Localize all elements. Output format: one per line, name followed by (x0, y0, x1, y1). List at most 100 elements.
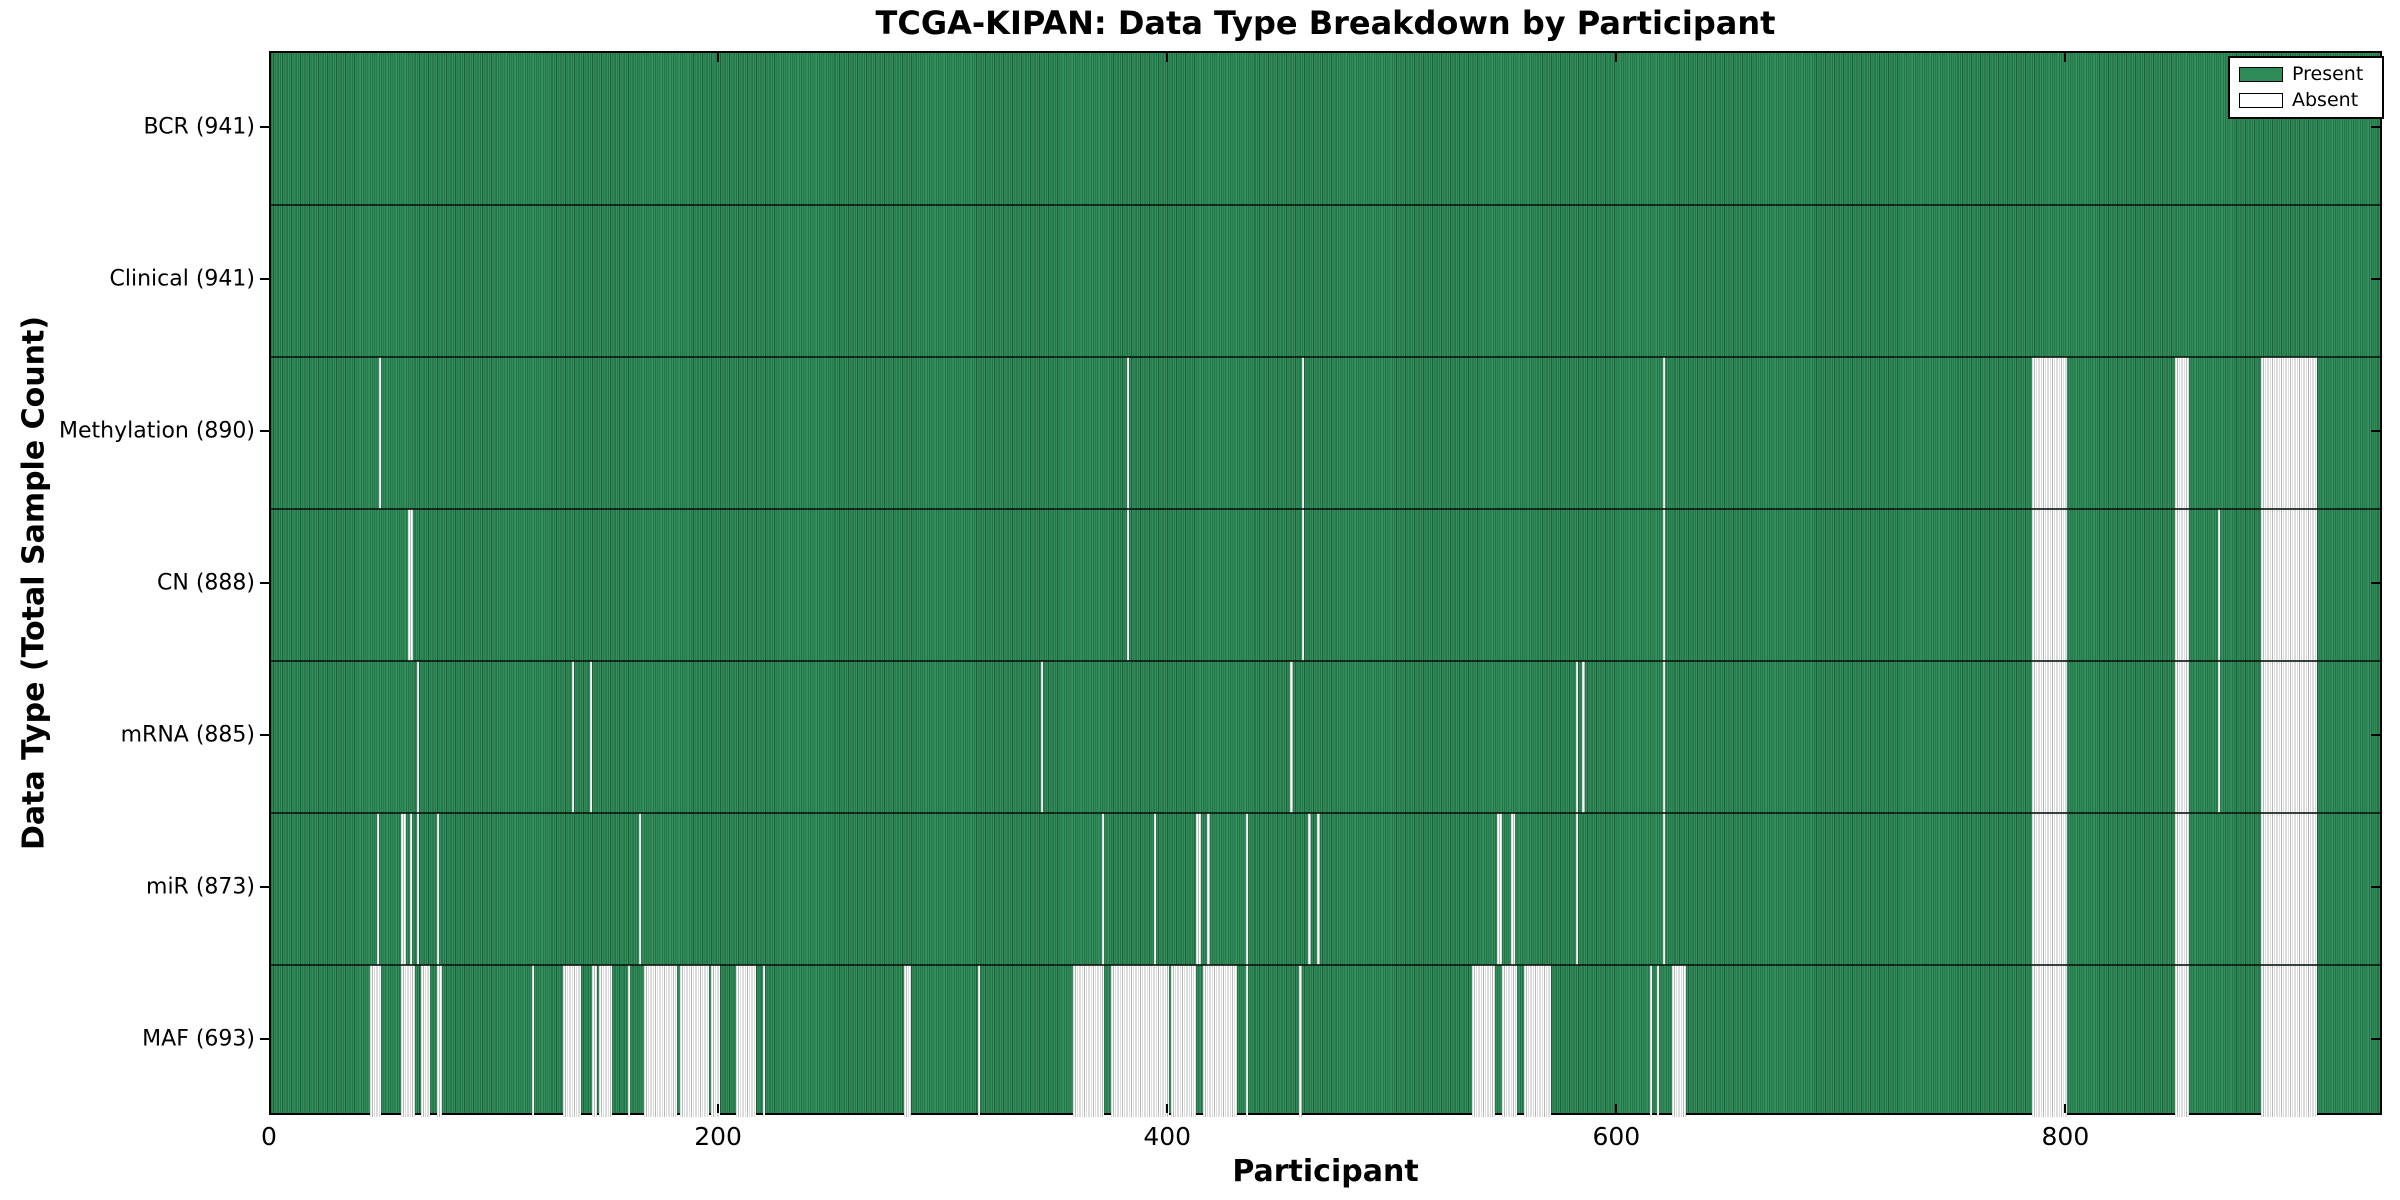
y-tick-label-miR: miR (873) (146, 874, 255, 900)
legend-label-present: Present (2292, 63, 2364, 85)
absent-band-miR (437, 813, 440, 965)
absent-band-MAF (735, 965, 756, 1117)
absent-band-Methylation (2260, 357, 2317, 509)
absent-band-mRNA (2260, 661, 2317, 813)
absent-band-mRNA (417, 661, 420, 813)
plot-area (269, 51, 2382, 1117)
row-separator (271, 356, 2380, 358)
y-tick-label-Clinical: Clinical (941) (109, 266, 255, 292)
absent-band-MAF (1501, 965, 1518, 1117)
absent-band-mRNA (1290, 661, 1293, 813)
x-tick-label-800: 800 (2041, 1122, 2090, 1151)
absent-band-CN (1126, 509, 1129, 661)
row-separator (271, 204, 2380, 206)
absent-band-CN (1663, 509, 1666, 661)
absent-band-MAF (628, 965, 631, 1117)
absent-band-MAF (1656, 965, 1659, 1117)
present-swatch (2239, 67, 2283, 82)
absent-band-CN (1301, 509, 1304, 661)
absent-band-MAF (679, 965, 709, 1117)
right-tick-mark (2371, 278, 2380, 280)
row-separator (271, 812, 2380, 814)
row-separator (271, 508, 2380, 510)
y-tick-mark (260, 126, 269, 128)
absent-band-MAF (1072, 965, 1104, 1117)
absent-band-miR (1207, 813, 1210, 965)
absent-band-miR (1153, 813, 1156, 965)
right-tick-mark (2371, 734, 2380, 736)
absent-band-mRNA (589, 661, 593, 813)
absent-band-MAF (401, 965, 415, 1117)
right-tick-mark (2371, 582, 2380, 584)
absent-band-miR (1663, 813, 1666, 965)
absent-band-MAF (592, 965, 597, 1117)
legend-item-absent: Absent (2239, 91, 2373, 110)
legend: Present Absent (2228, 56, 2384, 119)
absent-band-miR (2260, 813, 2317, 965)
absent-band-MAF (1672, 965, 1686, 1117)
absent-band-MAF (711, 965, 721, 1117)
absent-band-miR (2031, 813, 2068, 965)
absent-band-MAF (1245, 965, 1248, 1117)
y-tick-mark (260, 582, 269, 584)
absent-band-MAF (1299, 965, 1302, 1117)
absent-band-MAF (598, 965, 613, 1117)
absent-band-miR (1245, 813, 1248, 965)
row-separator (271, 660, 2380, 662)
absent-band-CN (408, 509, 413, 661)
absent-band-MAF (562, 965, 581, 1117)
absent-band-MAF (369, 965, 381, 1117)
absent-band-miR (1317, 813, 1320, 965)
legend-item-present: Present (2239, 65, 2373, 84)
y-tick-mark (260, 430, 269, 432)
absent-band-mRNA (2217, 661, 2220, 813)
row-separator (271, 964, 2380, 966)
absent-band-MAF (762, 965, 765, 1117)
absent-band-miR (2175, 813, 2189, 965)
absent-band-Methylation (1126, 357, 1129, 509)
absent-band-MAF (1524, 965, 1551, 1117)
y-tick-mark (260, 734, 269, 736)
absent-band-miR (1101, 813, 1104, 965)
absent-band-MAF (531, 965, 534, 1117)
absent-band-CN (2175, 509, 2189, 661)
absent-band-MAF (421, 965, 431, 1117)
absent-band-miR (376, 813, 379, 965)
absent-band-miR (1510, 813, 1515, 965)
absent-band-miR (410, 813, 413, 965)
absent-band-miR (639, 813, 642, 965)
absent-band-MAF (2031, 965, 2068, 1117)
absent-band-MAF (1472, 965, 1495, 1117)
x-tick-mark-bottom (1166, 1104, 1169, 1113)
absent-band-MAF (643, 965, 678, 1117)
x-tick-mark-bottom (2064, 1104, 2067, 1113)
right-tick-mark (2371, 1038, 2380, 1040)
x-tick-mark-top (717, 53, 720, 62)
absent-band-CN (2217, 509, 2220, 661)
absent-band-Methylation (2031, 357, 2068, 509)
absent-band-mRNA (571, 661, 575, 813)
x-tick-label-400: 400 (1143, 1122, 1192, 1151)
absent-band-MAF (1202, 965, 1237, 1117)
absent-band-Methylation (1301, 357, 1304, 509)
absent-band-mRNA (1041, 661, 1044, 813)
absent-band-MAF (1649, 965, 1652, 1117)
absent-band-miR (1575, 813, 1578, 965)
absent-band-miR (1308, 813, 1311, 965)
absent-band-MAF (2260, 965, 2317, 1117)
x-axis-title: Participant (1232, 1154, 1419, 1189)
right-tick-mark (2371, 886, 2380, 888)
x-tick-label-600: 600 (1592, 1122, 1641, 1151)
absent-band-mRNA (1582, 661, 1585, 813)
absent-band-mRNA (1663, 661, 1666, 813)
absent-band-MAF (978, 965, 981, 1117)
x-tick-mark-top (1615, 53, 1618, 62)
absent-band-CN (2031, 509, 2068, 661)
absent-band-miR (1497, 813, 1502, 965)
x-tick-mark-bottom (717, 1104, 720, 1113)
x-tick-mark-top (1166, 53, 1169, 62)
y-tick-label-MAF: MAF (693) (142, 1026, 255, 1052)
x-tick-label-0: 0 (261, 1122, 277, 1151)
right-tick-mark (2371, 430, 2380, 432)
